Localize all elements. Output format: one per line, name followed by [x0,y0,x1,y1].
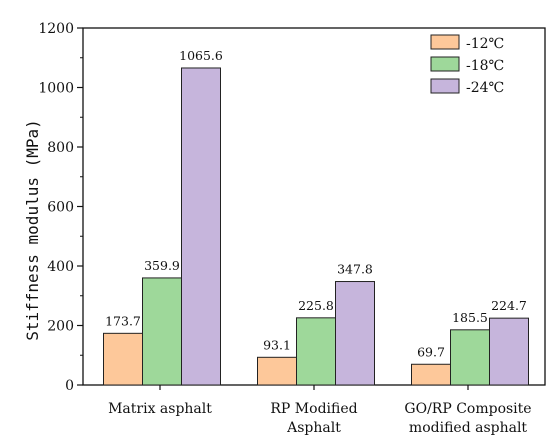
legend-label: -18℃ [466,58,504,74]
bars [103,67,529,386]
y-tick-label: 600 [47,200,74,216]
x-category-label: RP Modified [270,401,357,417]
legend-label: -12℃ [466,36,504,52]
data-label: 359.9 [144,258,180,273]
data-label: 69.7 [417,344,445,359]
bar [257,356,297,386]
x-category-label: modified asphalt [409,420,528,436]
bar [489,317,529,386]
legend: -12℃ -18℃ -24℃ [430,34,504,96]
bar [103,332,143,386]
y-tick-label: 1000 [38,81,74,97]
bar [450,329,490,386]
bar [181,67,221,386]
bar [296,317,336,386]
data-labels: 173.7 359.9 1065.6 93.1 225.8 347.8 69.7 185.52… [105,48,527,359]
legend-swatch [430,34,460,50]
legend-label: -24℃ [466,80,504,96]
data-label: 93.1 [263,337,291,352]
bar [335,281,375,386]
y-tick-label: 200 [47,319,74,335]
data-label: 173.7 [105,313,141,328]
y-axis: 0 200 400 600 800 1000 1200 [38,21,83,394]
y-axis-title: Stiffness modulus (MPa) [23,119,42,341]
x-axis: Matrix asphalt RP Modified Asphalt GO/RP Co… [108,385,532,436]
bar [142,277,182,386]
data-label: 225.8 [298,298,334,313]
data-label: 185.5 [452,310,488,325]
y-tick-label: 1200 [38,21,74,37]
x-category-label: GO/RP Composite [404,401,531,417]
data-label: 224.7 [491,298,527,313]
bar [411,363,451,386]
y-tick-label: 400 [47,259,74,275]
legend-swatch [430,78,460,94]
y-tick-label: 800 [47,140,74,156]
data-label: 347.8 [337,262,373,277]
x-category-label: Matrix asphalt [108,401,212,417]
legend-swatch [430,56,460,72]
x-category-label: Asphalt [286,420,341,436]
y-tick-label: 0 [65,378,74,394]
data-label: 1065.6 [179,48,223,63]
